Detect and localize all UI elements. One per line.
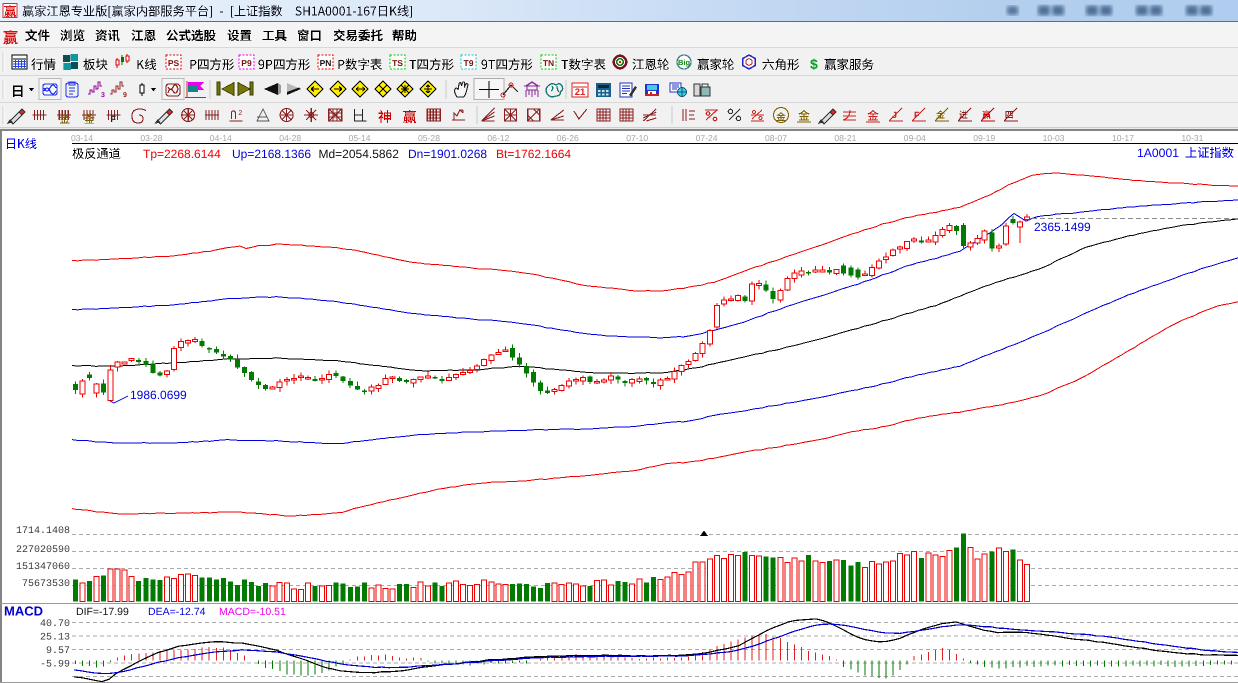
svg-text:08-21: 08-21	[834, 133, 856, 143]
svg-text:07-10: 07-10	[626, 133, 648, 143]
svg-text:MACD=-10.51: MACD=-10.51	[219, 606, 286, 618]
svg-text:05-28: 05-28	[418, 133, 440, 143]
svg-text:25.13: 25.13	[40, 633, 70, 644]
svg-text:1714.1408: 1714.1408	[16, 526, 70, 537]
svg-text:2365.1499: 2365.1499	[1034, 220, 1091, 234]
svg-text:06-12: 06-12	[487, 133, 509, 143]
svg-text:10-31: 10-31	[1181, 133, 1203, 143]
svg-text:P9: P9	[241, 58, 252, 68]
svg-text:Big: Big	[678, 58, 691, 67]
svg-text:DIF=-17.99: DIF=-17.99	[76, 606, 129, 618]
svg-text:TN: TN	[543, 58, 554, 68]
svg-text:Dn=1901.0268: Dn=1901.0268	[408, 147, 487, 161]
svg-text:F: F	[914, 110, 920, 120]
svg-text:09-04: 09-04	[904, 133, 926, 143]
svg-text:Md=2054.5862: Md=2054.5862	[319, 147, 400, 161]
svg-text:3: 3	[101, 92, 105, 99]
svg-text:227020590: 227020590	[16, 545, 70, 556]
svg-text:05-14: 05-14	[349, 133, 371, 143]
svg-text:75673530: 75673530	[22, 579, 70, 590]
svg-text:-5.99: -5.99	[40, 660, 70, 671]
svg-text:08-07: 08-07	[765, 133, 787, 143]
svg-text:PS: PS	[168, 58, 180, 68]
svg-text:Bt=1762.1664: Bt=1762.1664	[496, 147, 571, 161]
svg-text:21: 21	[575, 87, 586, 98]
svg-text:40.70: 40.70	[40, 619, 70, 630]
svg-text:06-26: 06-26	[557, 133, 579, 143]
svg-text:151347060: 151347060	[16, 562, 70, 573]
svg-text:TS: TS	[392, 58, 403, 68]
svg-text:Tp=2268.6144: Tp=2268.6144	[143, 147, 221, 161]
svg-text:DEA=-12.74: DEA=-12.74	[148, 606, 206, 618]
svg-text:07-24: 07-24	[696, 133, 718, 143]
svg-text:03-14: 03-14	[71, 133, 93, 143]
svg-text:1986.0699: 1986.0699	[130, 388, 187, 402]
svg-text:MACD: MACD	[4, 604, 43, 619]
svg-text:9: 9	[123, 92, 127, 99]
svg-text:9.57: 9.57	[46, 646, 70, 657]
svg-text:Up=2168.1366: Up=2168.1366	[232, 147, 311, 161]
svg-text:J: J	[892, 110, 897, 120]
svg-text:03-28: 03-28	[140, 133, 162, 143]
svg-text:PN: PN	[320, 58, 332, 68]
svg-text:04-28: 04-28	[279, 133, 301, 143]
svg-text:09-19: 09-19	[973, 133, 995, 143]
svg-text:1A0001: 1A0001	[1137, 146, 1179, 160]
svg-text:10-17: 10-17	[1112, 133, 1134, 143]
svg-text:2: 2	[238, 110, 242, 117]
svg-text:T9: T9	[464, 58, 474, 68]
svg-text:10-03: 10-03	[1043, 133, 1065, 143]
svg-text:F: F	[110, 114, 116, 124]
svg-text:$: $	[810, 56, 818, 72]
svg-text:04-14: 04-14	[210, 133, 232, 143]
